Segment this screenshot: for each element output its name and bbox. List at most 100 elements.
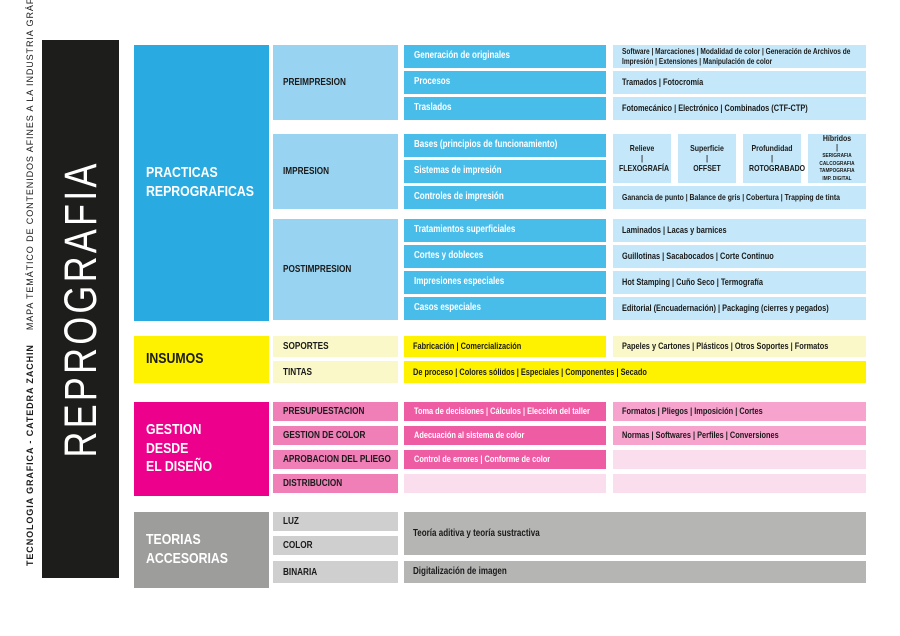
- credit-subtitle: MAPA TEMÁTICO DE CONTENIDOS AFINES A LA …: [25, 0, 35, 331]
- detail-text: Formatos | Pliegos | Imposición | Cortes: [622, 406, 763, 417]
- printing-system-cell-profundidad: Profundidad | ROTOGRABADO: [743, 134, 806, 183]
- postimpresion-detail: Editorial (Encuadernación) | Packaging (…: [613, 297, 866, 320]
- section-insumos-label: INSUMOS: [146, 350, 204, 368]
- detail-text: Papeles y Cartones | Plásticos | Otros S…: [622, 341, 829, 352]
- teorias-row-label-luz: LUZ: [273, 512, 398, 531]
- impresion-label-text: IMPRESION: [283, 166, 330, 177]
- detail-text: Software | Marcaciones | Modalidad de co…: [622, 46, 851, 66]
- detail-text: Ganancia de punto | Balance de gris | Co…: [622, 192, 840, 203]
- gestion-detail: Normas | Softwares | Perfiles | Conversi…: [613, 426, 866, 445]
- teorias-row-label-binaria: BINARIA: [273, 561, 398, 583]
- topic-text: Casos especiales: [414, 302, 481, 314]
- soportes-label-text: SOPORTES: [283, 341, 329, 352]
- gestion-topic-empty: [404, 474, 606, 493]
- gestion-topic: Toma de decisiones | Cálculos | Elección…: [404, 402, 606, 421]
- topic-text: Traslados: [414, 102, 452, 114]
- row-label-text: PRESUPUESTACION: [283, 406, 365, 417]
- preimpresion-topic: Procesos: [404, 71, 606, 94]
- detail-text: De proceso | Colores sólidos | Especiale…: [413, 366, 647, 377]
- cell-separator: |: [706, 153, 708, 163]
- postimpresion-detail: Guillotinas | Sacabocados | Corte Contin…: [613, 245, 866, 268]
- tintas-detail: De proceso | Colores sólidos | Especiale…: [404, 361, 866, 383]
- credit-course: TECNOLOGIA GRAFICA - CATEDRA ZACHIN: [25, 344, 35, 566]
- gestion-row-label: APROBACION DEL PLIEGO: [273, 450, 398, 469]
- cell-separator: |: [836, 143, 838, 153]
- gestion-topic: Control de errores | Conforme de color: [404, 450, 606, 469]
- postimpresion-label-text: POSTIMPRESION: [283, 264, 352, 275]
- detail-text: Digitalización de imagen: [413, 566, 507, 578]
- preimpresion-topic: Traslados: [404, 97, 606, 120]
- topic-text: Sistemas de impresión: [414, 165, 502, 177]
- gestion-row-label: DISTRIBUCION: [273, 474, 398, 493]
- teorias-detail-luz-color: Teoría aditiva y teoría sustractiva: [404, 512, 866, 555]
- cell-separator: |: [641, 153, 643, 163]
- row-label-text: APROBACION DEL PLIEGO: [283, 454, 391, 465]
- topic-text: Fabricación | Comercialización: [413, 341, 522, 352]
- detail-text: Teoría aditiva y teoría sustractiva: [413, 527, 540, 539]
- section-gestion-label: GESTION DESDE EL DISEÑO: [146, 420, 213, 476]
- impresion-detail: Ganancia de punto | Balance de gris | Co…: [613, 186, 866, 209]
- tintas-label: TINTAS: [273, 361, 398, 383]
- impresion-label: IMPRESION: [273, 134, 398, 209]
- printing-system-cell-hibridos: Híbridos | SERIGRAFIA CALCOGRAFIA TAMPOG…: [808, 134, 866, 183]
- cell-category: Relieve: [629, 143, 655, 154]
- postimpresion-topic: Tratamientos superficiales: [404, 219, 606, 242]
- cell-system: ROTOGRABADO: [749, 163, 806, 174]
- postimpresion-topic: Impresiones especiales: [404, 271, 606, 294]
- topic-text: Generación de originales: [414, 50, 510, 62]
- topic-text: Procesos: [414, 76, 451, 88]
- cell-system: FLEXOGRAFÍA: [619, 163, 669, 174]
- section-teorias-label: TEORIAS ACCESORIAS: [146, 531, 229, 567]
- preimpresion-topic: Generación de originales: [404, 45, 606, 68]
- postimpresion-topic: Casos especiales: [404, 297, 606, 320]
- cell-separator: |: [771, 153, 773, 163]
- detail-text: Fotomecánico | Electrónico | Combinados …: [622, 103, 808, 114]
- row-label-text: LUZ: [283, 516, 299, 527]
- title-bar: REPROGRAFIA: [42, 40, 119, 578]
- detail-text: Normas | Softwares | Perfiles | Conversi…: [622, 430, 779, 441]
- section-teorias-header: TEORIAS ACCESORIAS: [134, 512, 269, 588]
- section-insumos-header: INSUMOS: [134, 336, 269, 383]
- gestion-detail: Formatos | Pliegos | Imposición | Cortes: [613, 402, 866, 421]
- detail-text: Hot Stamping | Cuño Seco | Termografía: [622, 277, 763, 288]
- preimpresion-label-text: PREIMPRESION: [283, 77, 346, 88]
- preimpresion-label: PREIMPRESION: [273, 45, 398, 120]
- cell-system: SERIGRAFIA CALCOGRAFIA TAMPOGRAFIA IMP. …: [819, 153, 855, 182]
- topic-text: Cortes y dobleces: [414, 250, 484, 262]
- impresion-topic: Controles de impresión: [404, 186, 606, 209]
- soportes-label: SOPORTES: [273, 336, 398, 357]
- printing-system-cell-relieve: Relieve | FLEXOGRAFÍA: [613, 134, 671, 183]
- soportes-topic: Fabricación | Comercialización: [404, 336, 606, 357]
- topic-text: Controles de impresión: [414, 191, 504, 203]
- gestion-row-label: PRESUPUESTACION: [273, 402, 398, 421]
- detail-text: Laminados | Lacas y barnices: [622, 225, 727, 236]
- teorias-row-label-color: COLOR: [273, 536, 398, 555]
- postimpresion-detail: Laminados | Lacas y barnices: [613, 219, 866, 242]
- topic-text: Toma de decisiones | Cálculos | Elección…: [414, 405, 590, 416]
- postimpresion-label: POSTIMPRESION: [273, 219, 398, 320]
- row-label-text: GESTION DE COLOR: [283, 430, 366, 441]
- topic-text: Tratamientos superficiales: [414, 224, 516, 236]
- detail-text: Tramados | Fotocromía: [622, 77, 704, 88]
- poster-title: REPROGRAFIA: [54, 160, 106, 458]
- cell-category: Superficie: [690, 143, 724, 154]
- teorias-detail-binaria: Digitalización de imagen: [404, 561, 866, 583]
- tintas-label-text: TINTAS: [283, 366, 313, 378]
- credit-vertical-text: TECNOLOGIA GRAFICA - CATEDRA ZACHIN MAPA …: [25, 0, 35, 566]
- section-gestion-header: GESTION DESDE EL DISEÑO: [134, 402, 269, 496]
- topic-text: Adecuación al sistema de color: [414, 429, 525, 440]
- gestion-topic: Adecuación al sistema de color: [404, 426, 606, 445]
- cell-category: Híbridos: [822, 132, 852, 143]
- printing-system-cell-superficie: Superficie | OFFSET: [678, 134, 736, 183]
- impresion-topic: Bases (principios de funcionamiento): [404, 134, 606, 157]
- gestion-detail-empty: [613, 474, 866, 493]
- section-practicas-label: PRACTICAS REPROGRAFICAS: [146, 164, 254, 200]
- row-label-text: BINARIA: [283, 566, 318, 578]
- soportes-detail: Papeles y Cartones | Plásticos | Otros S…: [613, 336, 866, 357]
- preimpresion-detail: Software | Marcaciones | Modalidad de co…: [613, 45, 866, 68]
- row-label-text: COLOR: [283, 540, 313, 551]
- postimpresion-detail: Hot Stamping | Cuño Seco | Termografía: [613, 271, 866, 294]
- topic-text: Bases (principios de funcionamiento): [414, 139, 558, 151]
- gestion-row-label: GESTION DE COLOR: [273, 426, 398, 445]
